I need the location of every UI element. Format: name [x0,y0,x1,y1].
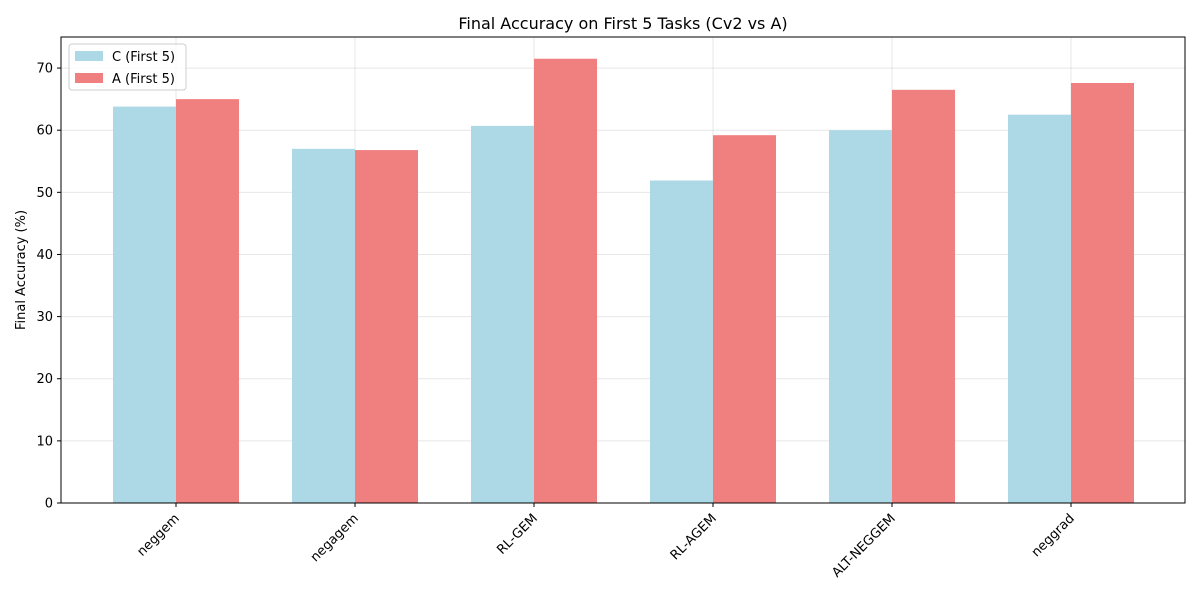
y-tick-label: 40 [36,248,53,263]
bar-RL-GEM-series-1 [471,125,534,503]
y-tick-label: 20 [36,372,53,387]
bar-RL-GEM-series-2 [534,58,597,503]
x-tick-label: negagem [308,511,362,565]
legend-label-2: A (First 5) [112,72,175,87]
chart-title: Final Accuracy on First 5 Tasks (Cv2 vs … [458,14,787,33]
x-tick-label: neggrad [1029,511,1078,560]
x-tick-label: neggem [134,511,182,559]
y-tick-label: 30 [36,310,53,325]
bar-RL-AGEM-series-1 [650,180,713,503]
legend-swatch-2 [75,73,103,83]
bar-ALT-NEGGEM-series-2 [892,89,955,504]
y-tick-label: 70 [36,62,53,77]
y-tick-label: 0 [45,497,53,512]
bar-negagem-series-2 [355,150,418,503]
y-tick-label: 50 [36,186,53,201]
x-tick-label: RL-GEM [494,511,540,557]
legend-swatch-1 [75,51,103,61]
y-tick-label: 60 [36,124,53,139]
legend-label-1: C (First 5) [112,50,175,65]
x-tick-label: RL-AGEM [668,511,720,563]
x-tick-label: ALT-NEGGEM [829,511,899,581]
bar-RL-AGEM-series-2 [713,135,776,504]
bar-neggem-series-1 [113,106,176,504]
x-axis: neggem negagem RL-GEM RL-AGEM ALT-NEGGEM negg… [134,503,1078,581]
y-axis-label: Final Accuracy (%) [14,210,29,330]
y-tick-label: 10 [36,434,53,449]
y-axis: 0 10 20 30 40 50 60 70 [36,62,61,512]
bars-group [113,58,1134,504]
plot-frame [60,36,1186,504]
legend: C (First 5) A (First 5) [68,43,187,91]
bar-ALT-NEGGEM-series-1 [829,130,892,503]
bar-neggrad-series-1 [1008,114,1071,504]
bar-neggem-series-2 [176,99,239,503]
bar-negagem-series-1 [292,148,355,503]
bar-neggrad-series-2 [1071,82,1134,503]
